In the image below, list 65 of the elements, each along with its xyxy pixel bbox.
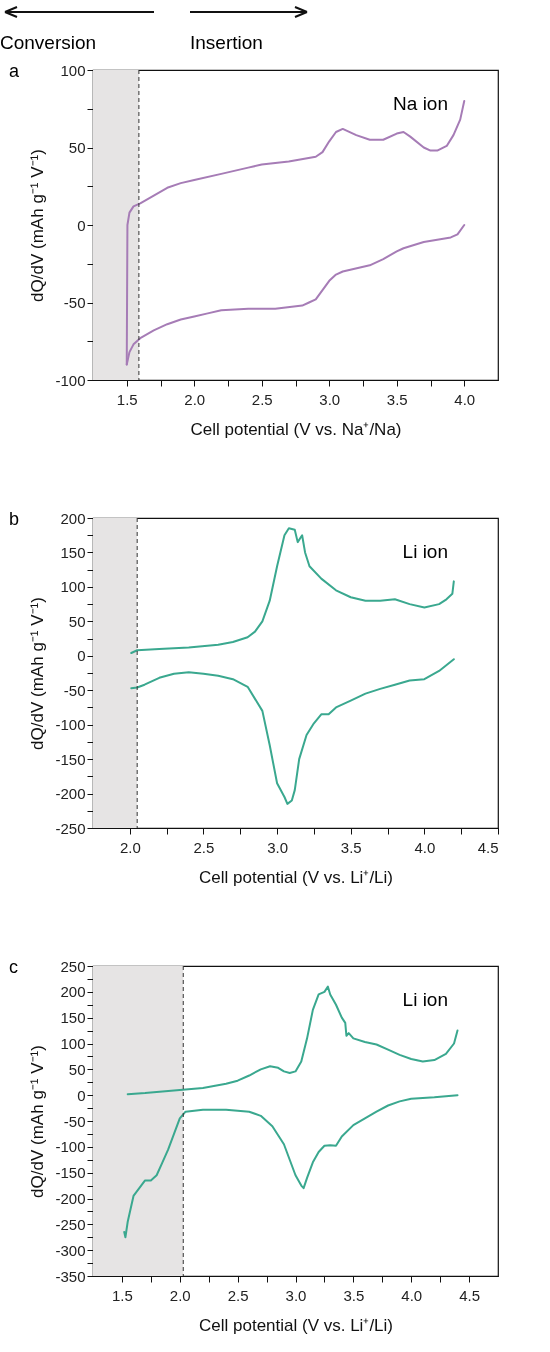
annotation: Li ion: [402, 541, 448, 562]
y-tick-label: 100: [60, 1035, 86, 1052]
y-tick-label: -350: [55, 1267, 86, 1285]
x-tick-label: 4.5: [477, 838, 499, 856]
x-tick-label: 2.0: [169, 1286, 191, 1304]
text: c: [9, 957, 18, 977]
x-tick-label: 3.5: [340, 838, 362, 856]
y-tick-label: -200: [55, 1190, 86, 1207]
x-axis-title: Cell potential (V vs. Na⁺/Na): [190, 419, 402, 439]
y-tick-label: 150: [60, 543, 86, 561]
y-tick-label: -50: [63, 294, 86, 311]
x-tick-label: 2.5: [193, 838, 215, 856]
x-tick-label: 1.5: [112, 1286, 133, 1304]
y-axis-title: dQ/dV (mAh g⁻¹ V⁻¹): [28, 597, 48, 750]
y-tick-label: -300: [55, 1241, 86, 1259]
text: Insertion: [190, 32, 263, 54]
y-tick-label: 200: [60, 509, 86, 527]
y-tick-label: 100: [60, 61, 86, 79]
y-tick-label: 50: [68, 1060, 86, 1078]
text: Conversion: [0, 32, 97, 54]
x-tick-label: 4.5: [459, 1286, 480, 1304]
x-tick-label: 3.0: [267, 838, 289, 856]
line-series: [126, 985, 459, 1096]
y-tick-label: -50: [63, 681, 86, 699]
y-tick-label: 0: [77, 1086, 86, 1104]
y-axis-title: dQ/dV (mAh g⁻¹ V⁻¹): [28, 1045, 48, 1198]
x-tick-label: 2.0: [184, 390, 206, 408]
x-tick-label: 3.0: [319, 390, 341, 408]
y-tick-label: -100: [55, 371, 86, 389]
x-tick-label: 2.5: [251, 390, 273, 408]
x-tick-label: 4.0: [414, 838, 436, 856]
x-tick-label: 4.0: [401, 1286, 423, 1304]
y-tick-label: -100: [55, 1138, 86, 1156]
text: b: [9, 509, 20, 529]
y-tick-label: 0: [77, 216, 86, 234]
x-tick-label: 3.0: [285, 1286, 307, 1304]
y-tick-label: 0: [77, 647, 86, 665]
x-tick-label: 4.0: [454, 390, 476, 408]
y-tick-label: -200: [55, 785, 86, 803]
line-series: [123, 1094, 459, 1239]
y-tick-label: -50: [63, 1112, 86, 1130]
y-tick-label: -250: [55, 1215, 86, 1233]
y-tick-label: 150: [60, 1009, 86, 1027]
y-tick-label: -250: [55, 819, 86, 837]
y-tick-label: -150: [55, 1164, 86, 1182]
y-tick-label: 50: [68, 612, 86, 630]
x-tick-label: 2.5: [227, 1286, 249, 1304]
y-axis-title: dQ/dV (mAh g⁻¹ V⁻¹): [28, 149, 48, 302]
line-series: [130, 658, 455, 805]
y-tick-label: 200: [60, 983, 86, 1001]
x-tick-label: 3.5: [343, 1286, 365, 1304]
x-tick-label: 2.0: [119, 838, 141, 856]
y-tick-label: 50: [68, 139, 86, 156]
y-tick-label: -100: [55, 716, 86, 734]
y-tick-label: 100: [60, 578, 86, 596]
y-tick-label: 250: [60, 957, 86, 975]
line-series: [130, 527, 455, 655]
annotation: Li ion: [402, 989, 448, 1010]
annotation: Na ion: [393, 93, 448, 114]
x-tick-label: 3.5: [386, 390, 408, 408]
x-axis-title: Cell potential (V vs. Li⁺/Li): [198, 1315, 394, 1335]
text: a: [9, 61, 20, 81]
x-tick-label: 1.5: [116, 390, 138, 408]
y-tick-label: -150: [55, 750, 86, 768]
x-axis-title: Cell potential (V vs. Li⁺/Li): [198, 867, 394, 887]
